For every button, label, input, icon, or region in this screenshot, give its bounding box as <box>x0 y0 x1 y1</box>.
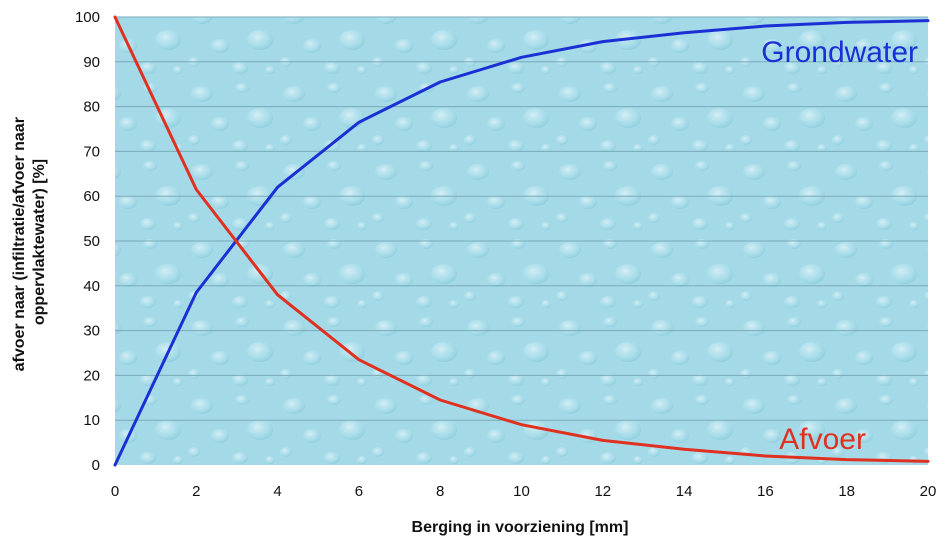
x-axis-ticks: 0 2 4 6 8 10 12 14 16 18 20 <box>111 483 937 500</box>
series-labels: Grondwater Afvoer <box>761 36 918 456</box>
x-tick-label: 6 <box>355 483 363 500</box>
y-axis-title-line-1: afvoer naar (infiltratie/afvoer naar <box>11 117 28 371</box>
y-tick-label: 40 <box>83 278 100 295</box>
y-axis-ticks: 0 10 20 30 40 50 60 70 80 90 100 <box>75 9 100 474</box>
y-tick-label: 0 <box>92 457 100 474</box>
y-tick-label: 20 <box>83 367 100 384</box>
y-axis-title-line-2: oppervlaktewater) [%] <box>31 159 48 325</box>
series-label-afvoer: Afvoer <box>779 423 866 456</box>
x-tick-label: 14 <box>676 483 693 500</box>
series-lines <box>113 15 930 467</box>
y-tick-label: 30 <box>83 323 100 340</box>
x-tick-label: 2 <box>192 483 200 500</box>
y-tick-label: 100 <box>75 9 100 26</box>
y-tick-label: 80 <box>83 99 100 116</box>
series-line-afvoer <box>113 15 930 463</box>
x-tick-label: 20 <box>920 483 937 500</box>
y-tick-label: 60 <box>83 188 100 205</box>
x-tick-label: 0 <box>111 483 119 500</box>
x-axis-title: Berging in voorziening [mm] <box>412 519 629 536</box>
y-axis-title: afvoer naar (infiltratie/afvoer naar opp… <box>11 113 48 372</box>
gridlines <box>115 16 928 421</box>
y-tick-label: 70 <box>83 143 100 160</box>
series-label-grondwater: Grondwater <box>761 36 918 69</box>
x-tick-label: 18 <box>838 483 855 500</box>
y-tick-label: 90 <box>83 54 100 71</box>
y-tick-label: 50 <box>83 233 100 250</box>
x-tick-label: 12 <box>594 483 611 500</box>
x-tick-label: 10 <box>513 483 530 500</box>
y-tick-label: 10 <box>83 412 100 429</box>
x-tick-label: 4 <box>273 483 281 500</box>
series-line-grondwater <box>113 19 930 467</box>
x-tick-label: 16 <box>757 483 774 500</box>
x-tick-label: 8 <box>436 483 444 500</box>
